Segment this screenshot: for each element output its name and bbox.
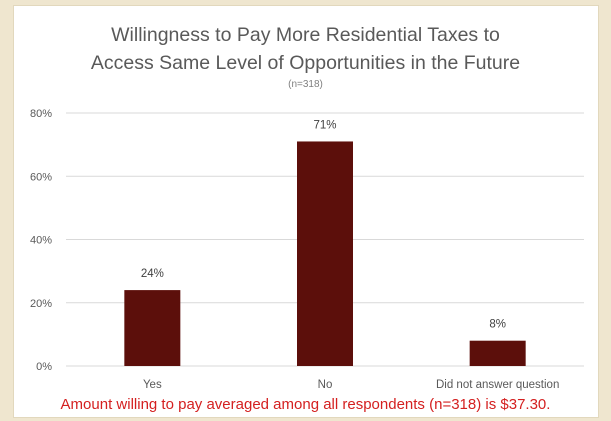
data-labels: 24% 71% 8% [141,119,506,330]
chart-title-line-2: Access Same Level of Opportunities in th… [90,52,521,74]
data-label-1: 24% [141,268,164,280]
data-label-2: 71% [313,119,336,131]
chart-title-line-1: Willingness to Pay More Residential Taxe… [111,24,500,46]
x-tick-label-2: No [318,379,333,391]
footnote-average-payment: Amount willing to pay averaged among all… [60,396,551,413]
y-tick-label: 40% [30,235,52,247]
x-tick-label-1: Yes [143,379,162,391]
y-tick-label: 20% [30,298,52,310]
y-tick-label: 0% [36,361,52,373]
data-label-3: 8% [489,319,506,331]
y-tick-label: 80% [30,108,52,120]
chart-subtitle: (n=318) [288,79,323,90]
y-tick-label: 60% [30,171,52,183]
bar-1 [124,290,181,366]
x-tick-label-3: Did not answer question [436,379,559,391]
bar-3 [469,340,526,366]
x-axis-tick-labels: Yes No Did not answer question [143,379,559,391]
y-axis-tick-labels: 0% 20% 40% 60% 80% [30,108,52,373]
bar-2 [297,141,353,366]
bars [124,141,526,366]
